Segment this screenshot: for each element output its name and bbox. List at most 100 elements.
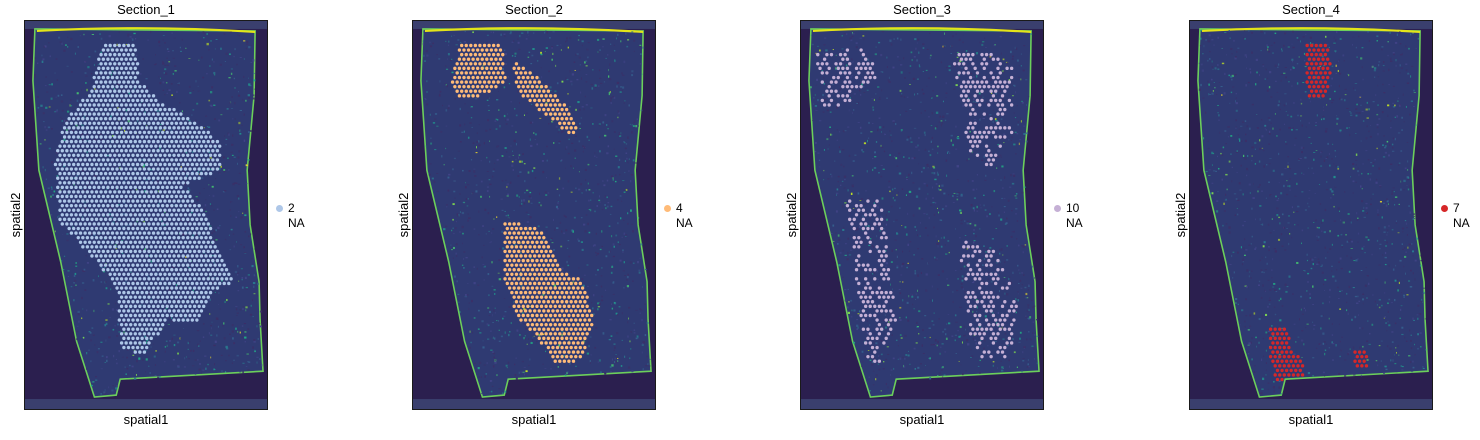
- cluster-spot: [548, 350, 553, 354]
- cluster-spot: [1325, 75, 1330, 80]
- cluster-spot: [181, 254, 185, 258]
- cluster-spot: [176, 190, 181, 194]
- cluster-spots: [816, 48, 1018, 363]
- cluster-spot: [176, 126, 181, 130]
- cluster-spot: [101, 222, 106, 226]
- cluster-spot: [163, 217, 167, 222]
- cluster-spot: [83, 194, 87, 199]
- cluster-spot: [122, 208, 126, 212]
- cluster-spot: [160, 313, 165, 318]
- cluster-spot: [533, 245, 537, 249]
- cluster-spot: [119, 322, 124, 327]
- cluster-spot: [106, 84, 110, 89]
- cluster-spot: [206, 167, 210, 171]
- cluster-spot: [124, 231, 128, 235]
- cluster-spot: [138, 249, 142, 254]
- cluster-spot: [558, 341, 562, 345]
- cluster-spot: [69, 176, 74, 180]
- cluster-spot: [857, 245, 861, 249]
- cluster-spot: [984, 52, 989, 57]
- cluster-spot: [131, 217, 135, 222]
- cluster-spot: [92, 167, 96, 171]
- cluster-spot: [460, 62, 464, 66]
- cluster-spot: [167, 217, 172, 222]
- cluster-spot: [996, 295, 1000, 299]
- cluster-spot: [174, 185, 179, 190]
- cluster-spot: [453, 75, 457, 80]
- cluster-spot: [962, 254, 966, 258]
- cluster-spot: [571, 277, 576, 281]
- cluster-spot: [62, 144, 67, 148]
- cluster-spot: [176, 318, 181, 322]
- cluster-spot: [192, 121, 197, 125]
- cluster-spot: [145, 217, 149, 222]
- cluster-spot: [519, 80, 523, 84]
- cluster-spot: [555, 300, 560, 304]
- cluster-spot: [866, 199, 870, 203]
- cluster-spot: [179, 258, 183, 263]
- cluster-spot: [978, 277, 982, 281]
- cluster-spot: [533, 281, 537, 286]
- cluster-spot: [503, 277, 507, 281]
- cluster-spot: [578, 309, 583, 313]
- cluster-spot: [537, 318, 541, 322]
- cluster-spot: [471, 66, 475, 71]
- cluster-spot: [138, 313, 142, 318]
- cluster-spot: [160, 194, 165, 199]
- cluster-spot: [154, 272, 158, 276]
- cluster-spot: [122, 52, 126, 57]
- cluster-spot: [202, 268, 206, 272]
- cluster-spot: [539, 240, 544, 244]
- cluster-spot: [542, 318, 546, 322]
- cluster-spot: [108, 52, 112, 57]
- cluster-spot: [122, 190, 126, 194]
- cluster-spot: [555, 281, 560, 286]
- cluster-spot: [498, 66, 503, 71]
- cluster-spot: [553, 313, 557, 318]
- cluster-spot: [147, 258, 151, 263]
- cluster-spot: [195, 162, 199, 167]
- cluster-spot: [512, 286, 516, 290]
- cluster-spot: [852, 226, 856, 231]
- cluster-spot: [113, 71, 117, 75]
- cluster-spot: [471, 48, 475, 52]
- cluster-spot: [129, 258, 133, 263]
- cluster-spot: [122, 309, 126, 313]
- cluster-spot: [816, 52, 820, 57]
- cluster-spot: [94, 171, 99, 176]
- cluster-spot: [989, 327, 993, 331]
- cluster-spot: [165, 149, 169, 153]
- cluster-spot: [149, 144, 153, 148]
- cluster-spot: [539, 277, 544, 281]
- cluster-spot: [158, 263, 163, 267]
- cluster-spot: [62, 126, 67, 130]
- cluster-spot: [521, 268, 525, 272]
- cluster-spot: [544, 304, 548, 309]
- cluster-spot: [1005, 66, 1009, 71]
- cluster-spot: [1300, 364, 1305, 368]
- cluster-spot: [119, 194, 124, 199]
- cluster-spot: [539, 286, 544, 290]
- cluster-spot: [1268, 327, 1273, 331]
- cluster-spot: [176, 226, 181, 231]
- cluster-spot: [1316, 57, 1321, 61]
- cluster-spot: [172, 318, 176, 322]
- cluster-spot: [99, 235, 103, 240]
- cluster-spot: [172, 235, 176, 240]
- cluster-spot: [507, 268, 512, 272]
- cluster-spot: [202, 258, 206, 263]
- cluster-spot: [142, 322, 147, 327]
- cluster-spot: [181, 181, 185, 185]
- cluster-spot: [555, 263, 560, 267]
- cluster-spot: [884, 318, 888, 322]
- cluster-spot: [147, 112, 151, 116]
- cluster-spot: [590, 322, 594, 327]
- cluster-spot: [135, 336, 140, 341]
- cluster-spot: [176, 199, 181, 203]
- cluster-spot: [113, 235, 117, 240]
- cluster-spot: [571, 332, 576, 336]
- cluster-spot: [989, 354, 993, 359]
- cluster-spot: [131, 199, 135, 203]
- cluster-spot: [1003, 126, 1007, 130]
- cluster-spot: [208, 245, 213, 249]
